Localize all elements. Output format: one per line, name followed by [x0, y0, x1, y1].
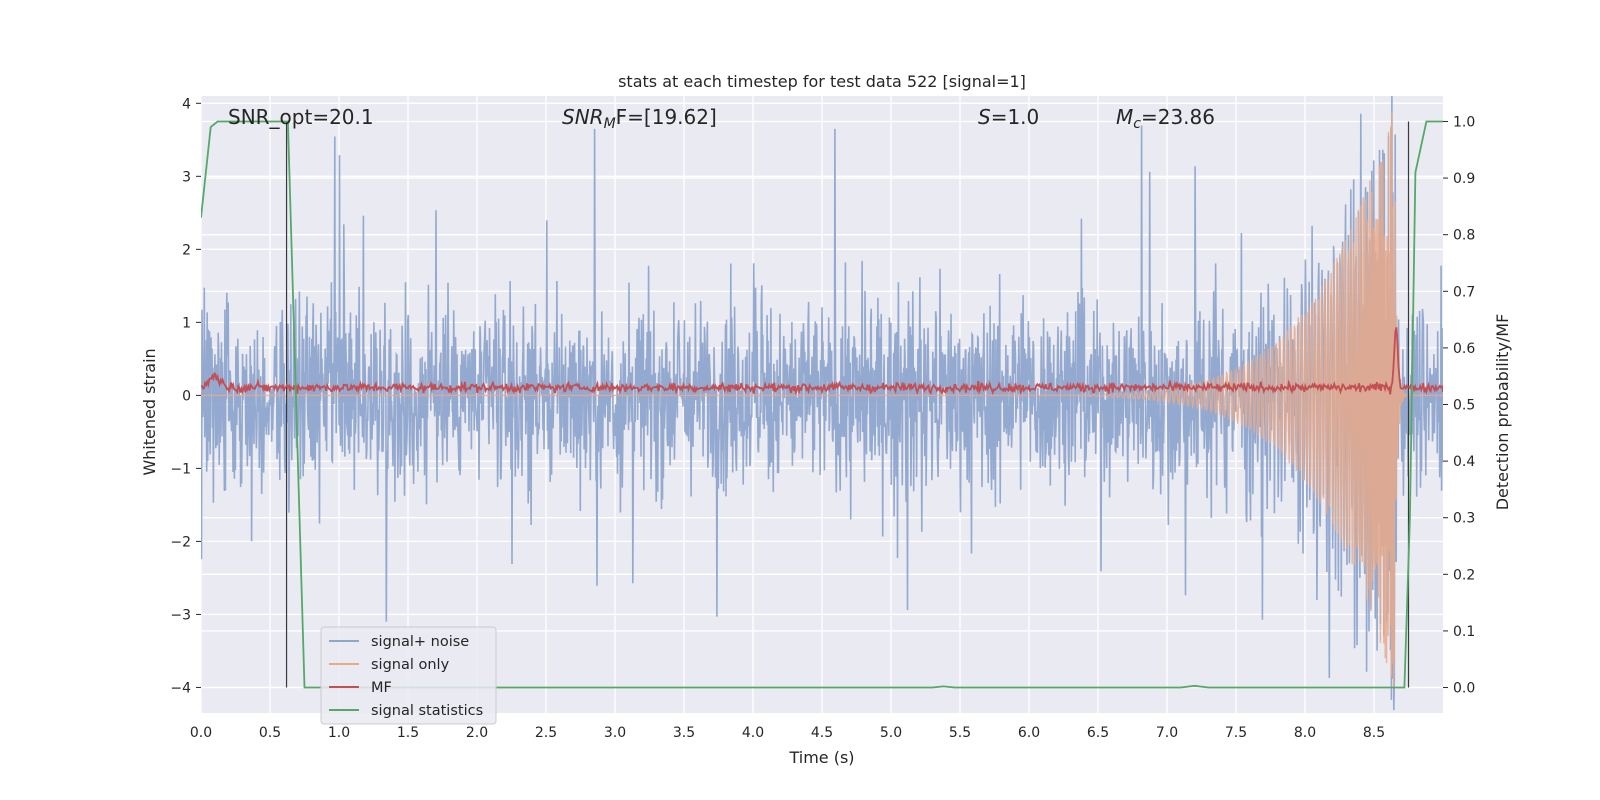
y-axis-label: Whitened strain	[140, 348, 159, 475]
x-tick-label: 0.0	[190, 725, 212, 741]
y2-tick-label: 0.1	[1453, 624, 1475, 640]
series-mf	[201, 327, 1443, 396]
x-tick-label: 8.0	[1294, 725, 1316, 741]
y2-axis-label: Detection probability/MF	[1493, 314, 1512, 511]
y-tick-label: −3	[170, 607, 191, 623]
y-tick-label: 0	[182, 388, 191, 404]
y-axis-ticks: 4 3 2 1 0 −1 −2 −3 −4	[170, 96, 201, 696]
legend-label-signal-only: signal only	[371, 657, 450, 673]
x-tick-label: 6.5	[1087, 725, 1109, 741]
y2-tick-label: 0.7	[1453, 284, 1475, 300]
annotation-mc: Mc=23.86	[1116, 105, 1215, 132]
y-tick-label: −4	[170, 680, 191, 696]
y2-tick-label: 1.0	[1453, 114, 1475, 130]
x-tick-label: 4.5	[811, 725, 833, 741]
x-tick-label: 5.5	[949, 725, 971, 741]
y-tick-label: 3	[182, 169, 191, 185]
x-tick-label: 0.5	[259, 725, 281, 741]
y2-tick-label: 0.6	[1453, 341, 1475, 357]
x-tick-label: 8.5	[1363, 725, 1385, 741]
y2-tick-label: 0.0	[1453, 681, 1475, 697]
y-tick-label: −1	[170, 461, 191, 477]
x-axis-ticks: 0.0 0.5 1.0 1.5 2.0 2.5 3.0 3.5 4.0 4.5 5.0 5.5 6.0 6…	[190, 725, 1385, 741]
y2-tick-label: 0.4	[1453, 454, 1475, 470]
annotation-s: S=1.0	[978, 105, 1039, 129]
series-signal-only	[201, 112, 1443, 688]
legend-label-mf: MF	[371, 680, 392, 696]
x-tick-label: 4.0	[742, 725, 764, 741]
legend: signal+ noise signal only MF signal stat…	[320, 626, 497, 725]
legend-box	[320, 626, 497, 725]
y-tick-label: 2	[182, 242, 191, 258]
x-tick-label: 1.0	[328, 725, 350, 741]
annotation-snr-opt: SNR_opt=20.1	[228, 105, 374, 129]
x-tick-label: 3.0	[604, 725, 626, 741]
legend-label-signal-noise: signal+ noise	[371, 634, 469, 650]
x-tick-label: 3.5	[673, 725, 695, 741]
y2-tick-label: 0.3	[1453, 511, 1475, 527]
x-axis-label: Time (s)	[788, 748, 854, 767]
legend-label-signal-statistics: signal statistics	[371, 703, 483, 719]
x-tick-label: 5.0	[880, 725, 902, 741]
y-tick-label: −2	[170, 534, 191, 550]
y2-tick-label: 0.9	[1453, 171, 1475, 187]
series-signal-statistics	[201, 120, 1443, 689]
y2-tick-label: 0.5	[1453, 398, 1475, 414]
x-tick-label: 7.5	[1225, 725, 1247, 741]
annotation-snr-mf: SNRMF=[19.62]	[562, 105, 717, 132]
y2-tick-label: 0.2	[1453, 567, 1475, 583]
y2-axis-ticks: 1.0 0.9 0.8 0.7 0.6 0.5 0.4 0.3 0.2 0.1 0.0	[1443, 114, 1475, 697]
x-tick-label: 6.0	[1018, 725, 1040, 741]
x-tick-label: 2.0	[466, 725, 488, 741]
y2-tick-label: 0.8	[1453, 228, 1475, 244]
x-tick-label: 7.0	[1156, 725, 1178, 741]
y-tick-label: 4	[182, 96, 191, 112]
x-tick-label: 2.5	[535, 725, 557, 741]
chart-title: stats at each timestep for test data 522…	[618, 72, 1026, 91]
y-tick-label: 1	[182, 315, 191, 331]
x-tick-label: 1.5	[397, 725, 419, 741]
